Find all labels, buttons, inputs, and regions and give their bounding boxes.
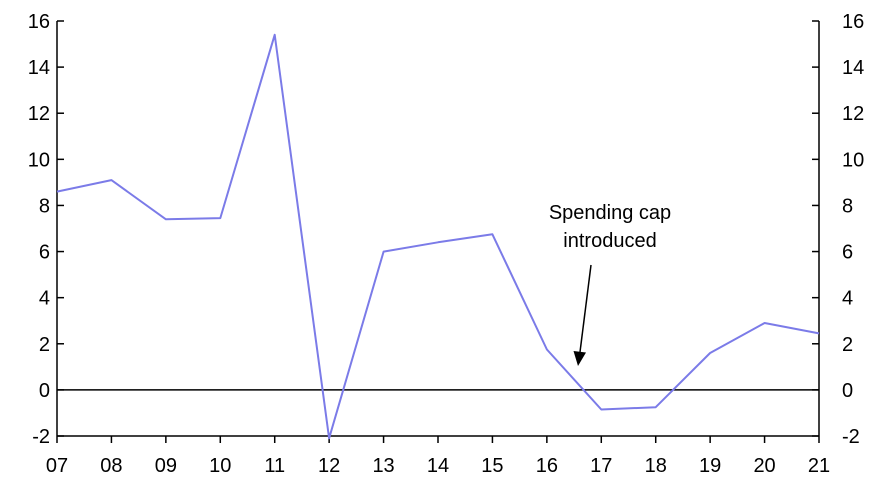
x-axis: 07 08 09 10 11 12 13 14 15 16 17 18 19 20 21 bbox=[46, 435, 830, 477]
series-line bbox=[56, 33, 820, 440]
x-tick-label: 10 bbox=[209, 455, 231, 477]
x-tick-label: 08 bbox=[100, 455, 122, 477]
right-y-axis: -2 0 2 4 6 8 10 12 14 16 bbox=[812, 11, 864, 448]
annotation-arrowhead bbox=[573, 351, 586, 366]
left-y-tick-label: 12 bbox=[28, 103, 50, 125]
x-tick-label: 20 bbox=[753, 455, 775, 477]
right-y-tick-label: 2 bbox=[842, 334, 853, 356]
x-tick-label: 13 bbox=[372, 455, 394, 477]
left-y-tick-label: 14 bbox=[28, 57, 50, 79]
left-y-tick-label: 2 bbox=[39, 334, 50, 356]
left-y-tick-label: 10 bbox=[28, 149, 50, 171]
right-y-tick-label: 0 bbox=[842, 380, 853, 402]
right-y-tick-label: 16 bbox=[842, 11, 864, 33]
right-y-tick-label: 10 bbox=[842, 149, 864, 171]
x-tick-label: 18 bbox=[645, 455, 667, 477]
annotation-line-2: introduced bbox=[563, 230, 656, 252]
x-tick-label: 12 bbox=[318, 455, 340, 477]
left-y-tick-label: -2 bbox=[32, 426, 50, 448]
series-layer bbox=[56, 33, 820, 440]
x-tick-label: 14 bbox=[427, 455, 449, 477]
right-y-tick-label: 14 bbox=[842, 57, 864, 79]
annotation-arrow-shaft bbox=[579, 264, 592, 353]
right-y-tick-label: 6 bbox=[842, 242, 853, 264]
x-tick-label: 09 bbox=[155, 455, 177, 477]
left-y-tick-label: 8 bbox=[39, 195, 50, 217]
left-y-tick-label: 16 bbox=[28, 11, 50, 33]
x-tick-label: 19 bbox=[699, 455, 721, 477]
left-y-tick-label: 0 bbox=[39, 380, 50, 402]
left-y-tick-label: 6 bbox=[39, 242, 50, 264]
annotation-line-1: Spending cap bbox=[549, 202, 671, 224]
x-tick-label: 21 bbox=[808, 455, 830, 477]
right-y-tick-label: -2 bbox=[842, 426, 860, 448]
x-tick-label: 11 bbox=[264, 455, 285, 477]
left-y-axis: -2 0 2 4 6 8 10 12 14 16 bbox=[28, 11, 64, 448]
right-y-tick-label: 12 bbox=[842, 103, 864, 125]
x-tick-label: 07 bbox=[46, 455, 68, 477]
x-tick-label: 16 bbox=[536, 455, 558, 477]
right-y-tick-label: 4 bbox=[842, 288, 853, 310]
annotation: Spending cap introduced bbox=[549, 202, 671, 366]
right-y-tick-label: 8 bbox=[842, 195, 853, 217]
x-tick-label: 15 bbox=[481, 455, 503, 477]
x-tick-label: 17 bbox=[590, 455, 612, 477]
left-y-tick-label: 4 bbox=[39, 288, 50, 310]
